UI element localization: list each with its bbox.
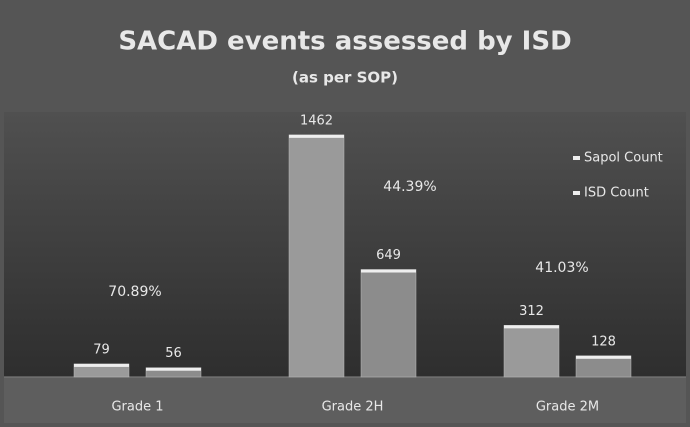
plot-area [4, 112, 686, 377]
bar [288, 134, 345, 378]
bar [503, 325, 560, 378]
data-label: 128 [591, 334, 616, 349]
legend-label: Sapol Count [584, 151, 663, 166]
bar-cap [146, 367, 201, 371]
annotation: 70.89% [108, 284, 161, 300]
data-label: 1462 [300, 113, 333, 128]
bar [360, 269, 417, 378]
bar-cap [289, 134, 344, 138]
data-label: 649 [376, 248, 401, 263]
chart-title: SACAD events assessed by ISD [118, 27, 571, 57]
annotation: 41.03% [535, 260, 588, 276]
legend-swatch [573, 191, 580, 195]
category-strip [4, 378, 686, 423]
data-label: 79 [93, 342, 110, 357]
chart-subtitle: (as per SOP) [292, 69, 398, 87]
bar-cap [361, 269, 416, 273]
legend-swatch [573, 156, 580, 160]
bar-cap [504, 325, 559, 329]
bar-cap [576, 355, 631, 359]
bar [575, 355, 632, 378]
annotation: 44.39% [383, 179, 436, 195]
data-label: 56 [165, 346, 182, 361]
legend-label: ISD Count [584, 186, 649, 201]
x-tick-label: Grade 1 [111, 400, 163, 415]
x-tick-label: Grade 2H [322, 400, 384, 415]
x-tick-label: Grade 2M [536, 400, 599, 415]
bar-cap [74, 363, 129, 367]
data-label: 312 [519, 304, 544, 319]
